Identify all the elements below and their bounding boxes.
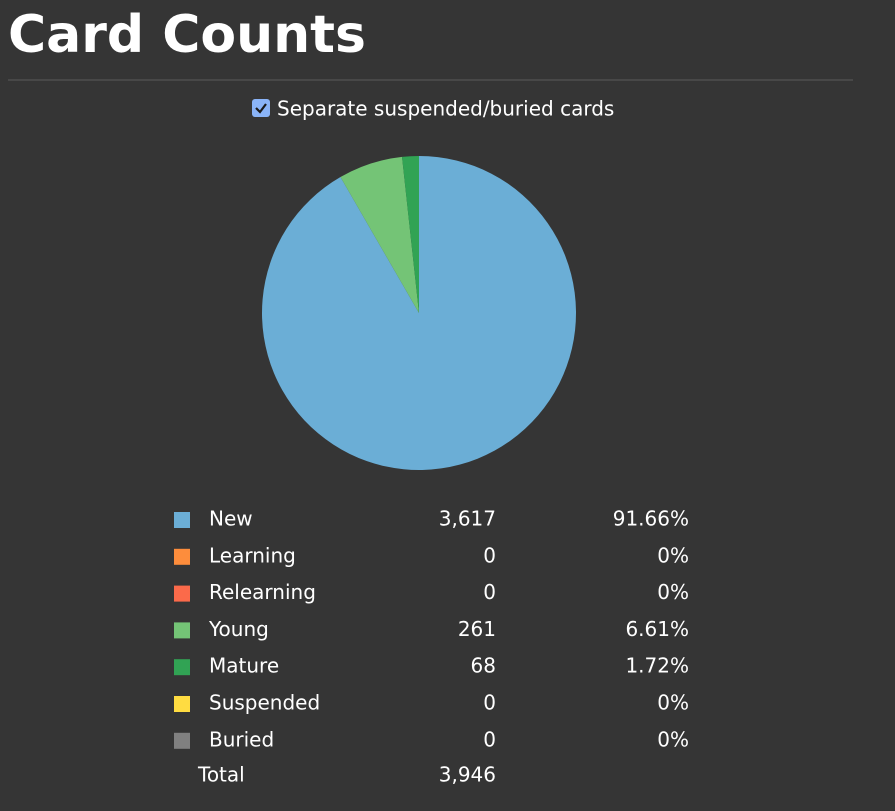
row-count: 0 — [483, 543, 496, 567]
row-count: 0 — [483, 691, 496, 715]
legend-swatch — [174, 622, 190, 639]
checkbox-check — [255, 103, 267, 114]
row-count: 0 — [483, 727, 496, 751]
row-percent: 0% — [657, 580, 689, 604]
row-percent: 6.61% — [625, 617, 689, 641]
row-name: Young — [208, 617, 269, 641]
row-name: Buried — [209, 727, 274, 751]
pie-slice — [402, 156, 419, 313]
pie-slice — [262, 156, 577, 470]
row-percent: 1.72% — [625, 654, 689, 678]
row-count: 261 — [458, 617, 496, 641]
row-count: 0 — [483, 580, 496, 604]
row-count: 68 — [471, 654, 496, 678]
row-name: Suspended — [209, 691, 320, 715]
row-count: 3,617 — [439, 507, 496, 531]
legend-swatch — [174, 585, 190, 602]
pie-slice — [340, 156, 419, 313]
row-percent: 0% — [657, 691, 689, 715]
total-count: 3,946 — [439, 763, 496, 787]
row-name: Relearning — [209, 580, 316, 604]
legend-swatch — [174, 512, 190, 528]
legend-swatch — [174, 659, 190, 676]
row-percent: 0% — [657, 727, 689, 751]
row-percent: 0% — [657, 543, 689, 567]
total-label: Total — [197, 763, 245, 787]
legend-swatch — [174, 696, 190, 712]
row-name: Mature — [209, 654, 279, 678]
legend-swatch — [174, 732, 190, 749]
checkbox-box[interactable] — [252, 99, 270, 117]
row-name: Learning — [209, 543, 296, 567]
row-name: New — [209, 507, 253, 531]
checkbox-label[interactable]: Separate suspended/buried cards — [277, 97, 614, 121]
row-percent: 91.66% — [613, 507, 689, 531]
legend-swatch — [174, 548, 190, 565]
title: Card Counts — [8, 5, 366, 65]
checkbox[interactable] — [252, 99, 270, 117]
